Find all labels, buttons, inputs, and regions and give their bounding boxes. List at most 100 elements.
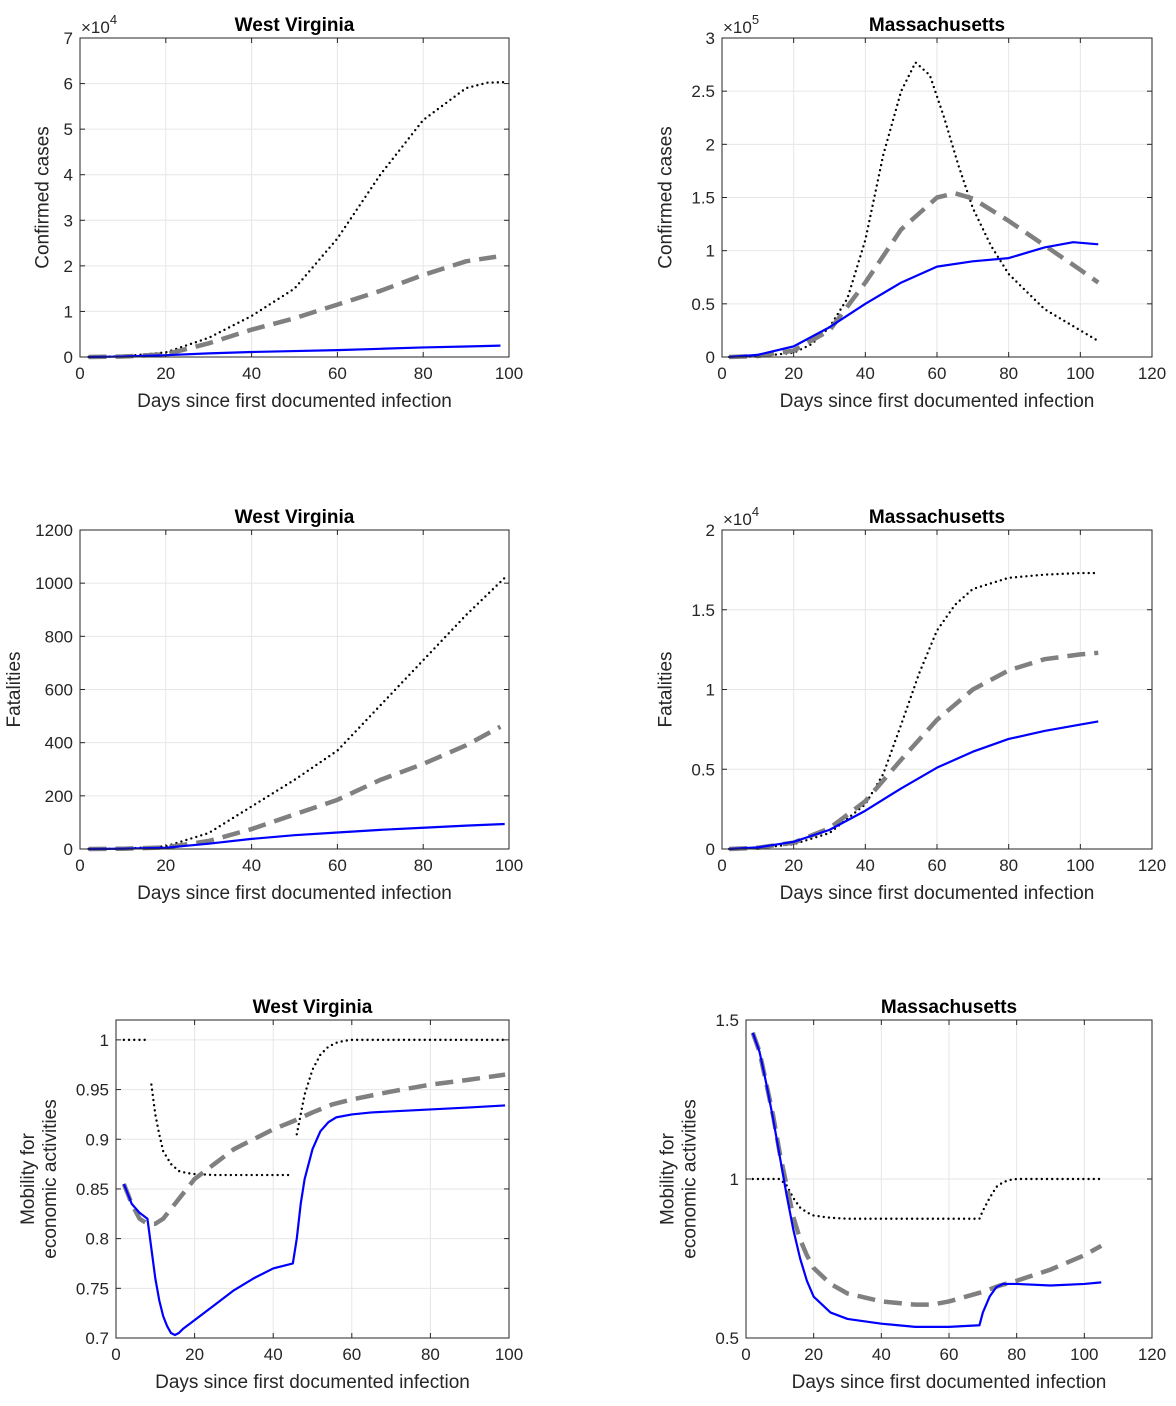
x-tick-label: 40 (242, 364, 261, 383)
x-tick-label: 20 (185, 1345, 204, 1364)
y-tick-label: 0.9 (85, 1130, 109, 1149)
chart-title: West Virginia (235, 15, 355, 36)
series-line-dashed (121, 1072, 506, 1226)
x-tick-label: 40 (856, 856, 875, 875)
chart-panel-4: 0 20 40 60 80 100 120 0 0.5 1 1.5 2 ×104 Massachusett… (656, 504, 1167, 904)
y-tick-label: 0.7 (85, 1329, 109, 1348)
x-tick-label: 60 (940, 1345, 959, 1364)
x-tick-label: 40 (872, 1345, 891, 1364)
x-tick-label: 40 (264, 1345, 283, 1364)
y-axis-label: Fatalities (656, 651, 677, 727)
series-group (87, 80, 506, 360)
x-tick-label: 120 (1138, 1345, 1166, 1364)
series-line-dotted (727, 571, 1100, 851)
chart-panel-5: 0 20 40 60 80 100 0.7 0.75 0.8 0.85 0.9 0.95 1 West V… (18, 997, 523, 1393)
x-tick-label: 0 (75, 364, 84, 383)
x-tick-label: 60 (928, 856, 947, 875)
axes-box (79, 37, 510, 358)
chart-title: Massachusetts (869, 15, 1005, 36)
y-tick-label: 2 (64, 257, 73, 276)
x-tick-label: 80 (414, 364, 433, 383)
y-tick-label: 7 (64, 29, 73, 48)
x-tick-label: 0 (111, 1345, 120, 1364)
y-tick-label: 2 (706, 135, 715, 154)
series-group (750, 1031, 1103, 1328)
series-line-solid (729, 720, 1099, 851)
x-tick-label: 20 (804, 1345, 823, 1364)
series-line-dashed (729, 191, 1100, 360)
y-tick-label: 0 (706, 840, 715, 859)
x-axis-label: Days since first documented infection (780, 391, 1095, 412)
y-tick-label: 3 (706, 29, 715, 48)
y-tick-label: 0.8 (85, 1230, 109, 1249)
x-tick-label: 20 (156, 364, 175, 383)
series-line-dotted (727, 61, 1100, 359)
series-line-dotted (87, 576, 506, 851)
series-group (87, 576, 506, 852)
y-tick-label: 2.5 (691, 82, 715, 101)
x-tick-label: 80 (421, 1345, 440, 1364)
y-tick-label: 1.5 (691, 189, 715, 208)
x-tick-label: 60 (328, 364, 347, 383)
y-tick-label: 1 (100, 1031, 109, 1050)
x-tick-label: 120 (1138, 364, 1166, 383)
x-tick-label: 0 (75, 856, 84, 875)
y-tick-label: 1 (706, 242, 715, 261)
x-tick-label: 40 (242, 856, 261, 875)
y-tick-label: 2 (706, 521, 715, 540)
x-tick-label: 0 (717, 856, 726, 875)
y-tick-label: 6 (64, 75, 73, 94)
x-tick-label: 80 (1007, 1345, 1026, 1364)
y-tick-label: 800 (45, 627, 73, 646)
x-tick-label: 0 (741, 1345, 750, 1364)
series-line-dotted (150, 1083, 295, 1177)
series-line-solid (88, 822, 505, 851)
y-tick-label: 5 (64, 120, 73, 139)
x-tick-label: 20 (784, 364, 803, 383)
y-tick-label: 0.5 (715, 1329, 739, 1348)
y-axis-multiplier: ×105 (723, 12, 759, 37)
series-group (121, 1038, 507, 1337)
series-group (727, 571, 1100, 852)
y-tick-label: 1.5 (715, 1011, 739, 1030)
y-axis-label: Mobility for (658, 1132, 679, 1225)
series-line-dashed (729, 650, 1099, 852)
chart-panel-2: 0 20 40 60 80 100 120 0 0.5 1 1.5 2 2.5 3 ×105 Massachu… (656, 12, 1167, 412)
y-tick-label: 0.85 (76, 1180, 109, 1199)
x-axis-label: Days since first documented infection (137, 883, 452, 904)
y-axis-multiplier-exponent: 4 (110, 12, 117, 27)
x-axis-label: Days since first documented infection (155, 1372, 470, 1393)
x-tick-label: 40 (856, 364, 875, 383)
series-line-dotted (751, 1177, 1103, 1220)
y-tick-label: 1 (706, 681, 715, 700)
chart-title: West Virginia (253, 997, 373, 1018)
x-tick-label: 100 (495, 364, 523, 383)
series-line-solid (122, 1104, 506, 1337)
series-line-dotted (295, 1038, 507, 1136)
series-line-solid (729, 241, 1099, 359)
y-tick-label: 0 (706, 348, 715, 367)
x-axis-label: Days since first documented infection (137, 391, 452, 412)
y-tick-label: 600 (45, 681, 73, 700)
y-tick-label: 4 (64, 166, 73, 185)
chart-title: Massachusetts (869, 507, 1005, 528)
x-tick-label: 80 (999, 856, 1018, 875)
x-axis-label: Days since first documented infection (792, 1372, 1107, 1393)
y-axis-multiplier: ×104 (723, 504, 759, 529)
y-tick-label: 200 (45, 787, 73, 806)
x-tick-label: 100 (1066, 856, 1094, 875)
x-tick-label: 20 (156, 856, 175, 875)
x-tick-label: 20 (784, 856, 803, 875)
y-tick-label: 0.5 (691, 760, 715, 779)
x-tick-label: 0 (717, 364, 726, 383)
chart-title: West Virginia (235, 507, 355, 528)
chart-title: Massachusetts (881, 997, 1017, 1018)
x-tick-label: 100 (1070, 1345, 1098, 1364)
series-group (727, 61, 1100, 360)
y-tick-label: 0.95 (76, 1081, 109, 1100)
y-tick-label: 0 (64, 348, 73, 367)
y-axis-label: economic activities (40, 1099, 61, 1258)
x-axis-label: Days since first documented infection (780, 883, 1095, 904)
